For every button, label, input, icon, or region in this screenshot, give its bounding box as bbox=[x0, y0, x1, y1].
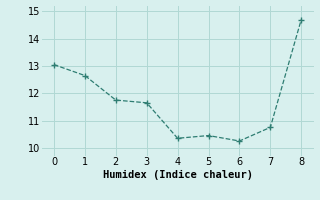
X-axis label: Humidex (Indice chaleur): Humidex (Indice chaleur) bbox=[103, 170, 252, 180]
